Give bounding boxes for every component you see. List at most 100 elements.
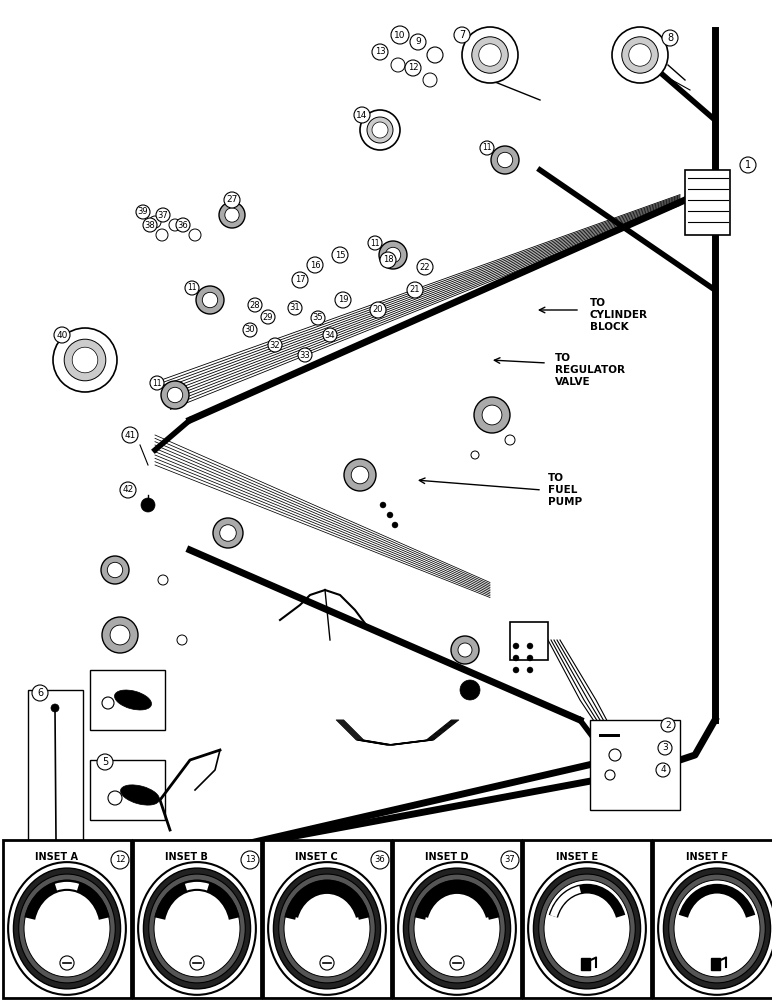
Circle shape <box>32 685 48 701</box>
Circle shape <box>407 282 423 298</box>
Text: TO
REGULATOR
VALVE: TO REGULATOR VALVE <box>555 353 625 387</box>
Circle shape <box>391 58 405 72</box>
Text: 1: 1 <box>745 160 751 170</box>
Bar <box>133 840 261 998</box>
Circle shape <box>136 205 150 219</box>
Text: 13: 13 <box>374 47 385 56</box>
Circle shape <box>102 617 138 653</box>
Circle shape <box>661 718 675 732</box>
Circle shape <box>168 387 183 403</box>
Circle shape <box>111 851 129 869</box>
Bar <box>711 958 720 970</box>
Circle shape <box>605 770 615 780</box>
Circle shape <box>662 30 678 46</box>
Ellipse shape <box>24 880 110 977</box>
Ellipse shape <box>404 868 510 989</box>
Ellipse shape <box>144 868 251 989</box>
Text: 4: 4 <box>660 766 665 774</box>
Text: 34: 34 <box>325 330 335 340</box>
Circle shape <box>621 37 659 73</box>
Circle shape <box>97 754 113 770</box>
Bar <box>263 840 391 998</box>
Circle shape <box>288 301 302 315</box>
Circle shape <box>427 47 443 63</box>
Text: 36: 36 <box>374 856 385 864</box>
Circle shape <box>501 851 519 869</box>
Circle shape <box>450 956 464 970</box>
Text: 11: 11 <box>152 378 162 387</box>
Circle shape <box>513 643 519 649</box>
Text: 21: 21 <box>410 286 420 294</box>
Text: 37: 37 <box>505 856 516 864</box>
Circle shape <box>149 216 161 228</box>
Circle shape <box>219 202 245 228</box>
Text: 35: 35 <box>313 314 323 322</box>
Circle shape <box>243 323 257 337</box>
Circle shape <box>344 459 376 491</box>
Ellipse shape <box>114 690 151 710</box>
Circle shape <box>189 229 201 241</box>
Text: 11: 11 <box>482 143 492 152</box>
Circle shape <box>513 655 519 661</box>
Text: 11: 11 <box>371 238 380 247</box>
Circle shape <box>372 122 388 138</box>
Ellipse shape <box>154 880 240 977</box>
Circle shape <box>107 562 123 578</box>
Text: 33: 33 <box>300 351 310 360</box>
Circle shape <box>740 157 756 173</box>
Circle shape <box>423 73 437 87</box>
Text: 41: 41 <box>124 430 136 440</box>
Bar <box>90 760 165 820</box>
Circle shape <box>371 851 389 869</box>
Circle shape <box>462 27 518 83</box>
Circle shape <box>335 292 351 308</box>
Circle shape <box>471 451 479 459</box>
Text: 18: 18 <box>383 255 393 264</box>
Circle shape <box>158 575 168 585</box>
Ellipse shape <box>674 880 760 977</box>
Bar <box>653 840 772 998</box>
Circle shape <box>527 667 533 673</box>
Text: 37: 37 <box>157 211 168 220</box>
Text: 20: 20 <box>373 306 383 314</box>
Bar <box>590 720 680 810</box>
Text: 15: 15 <box>335 250 345 259</box>
Circle shape <box>451 636 479 664</box>
Text: 30: 30 <box>245 326 256 334</box>
Text: INSET A: INSET A <box>36 852 78 862</box>
Text: 12: 12 <box>408 64 418 73</box>
Text: 29: 29 <box>262 312 273 322</box>
Ellipse shape <box>19 874 115 983</box>
Circle shape <box>169 219 181 231</box>
Circle shape <box>380 502 386 508</box>
Circle shape <box>472 37 508 73</box>
Text: 7: 7 <box>459 30 465 40</box>
Ellipse shape <box>120 785 160 805</box>
Text: 14: 14 <box>357 110 367 119</box>
Circle shape <box>54 327 70 343</box>
Circle shape <box>248 298 262 312</box>
Circle shape <box>391 26 409 44</box>
Text: 42: 42 <box>123 486 134 494</box>
Bar <box>523 840 651 998</box>
Circle shape <box>241 851 259 869</box>
Circle shape <box>202 292 218 308</box>
Text: 39: 39 <box>137 208 148 217</box>
Circle shape <box>370 302 386 318</box>
Circle shape <box>629 44 652 66</box>
Bar <box>581 958 590 970</box>
Circle shape <box>417 259 433 275</box>
Circle shape <box>60 956 74 970</box>
Circle shape <box>351 466 369 484</box>
Circle shape <box>185 281 199 295</box>
Circle shape <box>368 236 382 250</box>
Circle shape <box>458 643 472 657</box>
Circle shape <box>225 208 239 222</box>
Circle shape <box>51 704 59 712</box>
Circle shape <box>460 680 480 700</box>
Circle shape <box>658 741 672 755</box>
Circle shape <box>410 34 426 50</box>
Circle shape <box>482 405 502 425</box>
Bar <box>685 170 730 235</box>
Ellipse shape <box>149 874 245 983</box>
